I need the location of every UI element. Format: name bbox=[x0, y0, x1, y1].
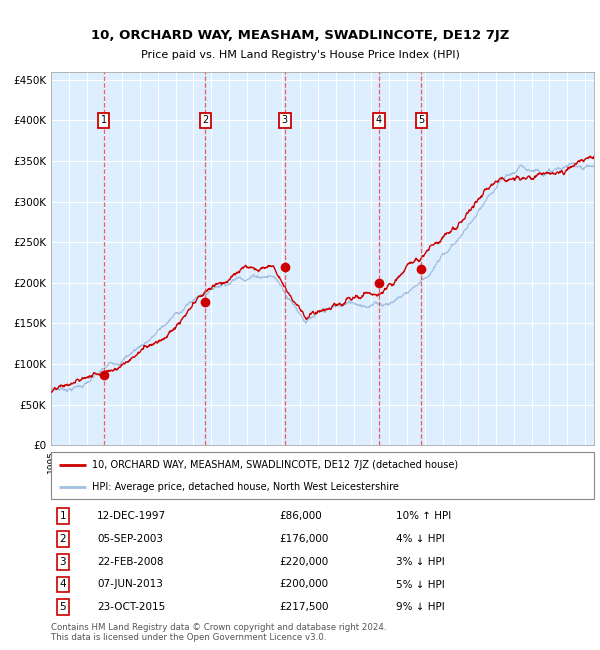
Text: 9% ↓ HPI: 9% ↓ HPI bbox=[396, 603, 445, 612]
Text: 4: 4 bbox=[59, 580, 66, 590]
Text: 5% ↓ HPI: 5% ↓ HPI bbox=[396, 580, 445, 590]
Text: 23-OCT-2015: 23-OCT-2015 bbox=[97, 603, 166, 612]
Text: 05-SEP-2003: 05-SEP-2003 bbox=[97, 534, 163, 543]
Text: £176,000: £176,000 bbox=[279, 534, 328, 543]
Text: 1: 1 bbox=[59, 511, 66, 521]
Text: 2: 2 bbox=[59, 534, 66, 543]
Text: 10% ↑ HPI: 10% ↑ HPI bbox=[396, 511, 451, 521]
Text: 10, ORCHARD WAY, MEASHAM, SWADLINCOTE, DE12 7JZ: 10, ORCHARD WAY, MEASHAM, SWADLINCOTE, D… bbox=[91, 29, 509, 42]
Text: 22-FEB-2008: 22-FEB-2008 bbox=[97, 556, 164, 567]
Text: 12-DEC-1997: 12-DEC-1997 bbox=[97, 511, 166, 521]
Text: 3: 3 bbox=[281, 115, 288, 125]
Text: 3% ↓ HPI: 3% ↓ HPI bbox=[396, 556, 445, 567]
Text: 1: 1 bbox=[100, 115, 107, 125]
Text: 2: 2 bbox=[202, 115, 208, 125]
FancyBboxPatch shape bbox=[51, 452, 594, 499]
Text: 5: 5 bbox=[59, 603, 66, 612]
Text: 4: 4 bbox=[376, 115, 382, 125]
Text: 07-JUN-2013: 07-JUN-2013 bbox=[97, 580, 163, 590]
Text: £86,000: £86,000 bbox=[279, 511, 322, 521]
Text: Contains HM Land Registry data © Crown copyright and database right 2024.
This d: Contains HM Land Registry data © Crown c… bbox=[51, 623, 386, 642]
Text: £220,000: £220,000 bbox=[279, 556, 328, 567]
Text: Price paid vs. HM Land Registry's House Price Index (HPI): Price paid vs. HM Land Registry's House … bbox=[140, 50, 460, 60]
Text: 5: 5 bbox=[418, 115, 425, 125]
Text: HPI: Average price, detached house, North West Leicestershire: HPI: Average price, detached house, Nort… bbox=[92, 482, 398, 492]
Text: £217,500: £217,500 bbox=[279, 603, 329, 612]
Text: £200,000: £200,000 bbox=[279, 580, 328, 590]
Text: 3: 3 bbox=[59, 556, 66, 567]
Text: 4% ↓ HPI: 4% ↓ HPI bbox=[396, 534, 445, 543]
Text: 10, ORCHARD WAY, MEASHAM, SWADLINCOTE, DE12 7JZ (detached house): 10, ORCHARD WAY, MEASHAM, SWADLINCOTE, D… bbox=[92, 460, 458, 469]
